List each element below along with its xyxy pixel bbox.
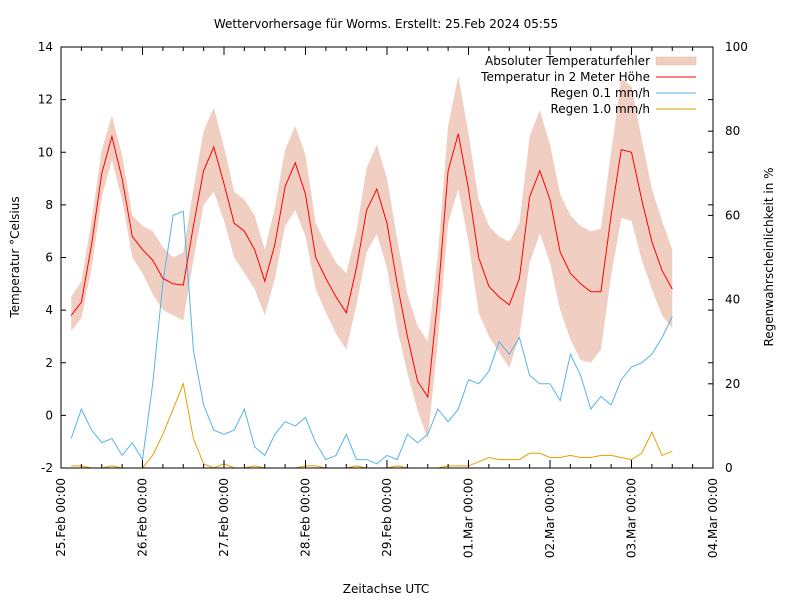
y2-tick-label: 60 [725,208,740,222]
y2-tick-label: 80 [725,124,740,138]
x-tick-label: 25.Feb 00:00 [54,478,68,557]
y2-axis-label: Regenwahrscheinlichkeit in % [762,167,776,346]
x-tick-label: 01.Mar 00:00 [462,478,476,558]
x-axis: 25.Feb 00:00 26.Feb 00:00 27.Feb 00:00 28.F… [54,47,720,558]
legend-label: Temperatur in 2 Meter Höhe [480,70,650,84]
y-axis-label: Temperatur °Celsius [8,196,22,318]
y-tick-label: 6 [45,251,53,265]
y-tick-label: 0 [45,408,53,422]
legend-label: Regen 0.1 mm/h [550,86,650,100]
x-tick-label: 27.Feb 00:00 [217,478,231,557]
legend-swatch-band [655,56,697,66]
y-tick-label: 10 [38,145,53,159]
temperature-error-band-layer [71,75,673,440]
rain-1mm-line [71,382,673,469]
rain-0.1mm-line [70,210,673,465]
x-tick-label: 29.Feb 00:00 [380,478,394,557]
temperature-error-band [71,75,673,440]
y-tick-label: 4 [45,303,53,317]
y2-tick-label: 40 [725,293,740,307]
x-tick-label: 03.Mar 00:00 [625,478,639,558]
legend-label: Absoluter Temperaturfehler [485,54,650,68]
y2-tick-label: 100 [725,40,748,54]
legend: Absoluter Temperaturfehler Temperatur in … [480,54,697,116]
y-tick-label: -2 [41,461,53,475]
y-tick-label: 14 [38,40,53,54]
x-tick-label: 26.Feb 00:00 [136,478,150,557]
y-axis-left: -2 0 2 4 6 8 10 12 14 [38,40,713,475]
legend-label: Regen 1.0 mm/h [550,102,650,116]
chart-title: Wettervorhersage für Worms. Erstellt: 25… [214,17,558,31]
temperature-line [70,133,673,399]
x-tick-label: 02.Mar 00:00 [543,478,557,558]
y-tick-label: 8 [45,198,53,212]
x-axis-label: Zeitachse UTC [343,582,429,596]
y-tick-label: 12 [38,93,53,107]
x-tick-label: 28.Feb 00:00 [299,478,313,557]
y2-tick-label: 0 [725,461,733,475]
x-tick-label: 04.Mar 00:00 [706,478,720,558]
y2-tick-label: 20 [725,377,740,391]
y-tick-label: 2 [45,356,53,370]
y-axis-right: 0 20 40 60 80 100 [708,40,748,475]
